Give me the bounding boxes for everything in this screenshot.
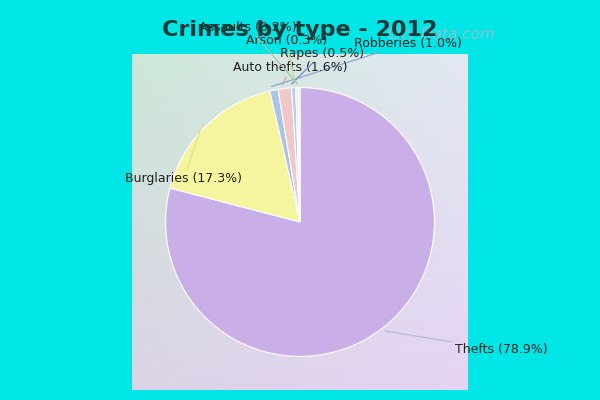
Text: Assaults (0.2%): Assaults (0.2%) — [199, 21, 298, 84]
Text: Rapes (0.5%): Rapes (0.5%) — [280, 48, 364, 84]
Text: Auto thefts (1.6%): Auto thefts (1.6%) — [233, 61, 347, 85]
Wedge shape — [296, 88, 300, 222]
Wedge shape — [170, 91, 300, 222]
Text: City-Data.com: City-Data.com — [386, 27, 495, 42]
Text: Burglaries (17.3%): Burglaries (17.3%) — [125, 124, 242, 186]
Wedge shape — [270, 89, 300, 222]
Text: Arson (0.3%): Arson (0.3%) — [246, 34, 328, 84]
Text: Robberies (1.0%): Robberies (1.0%) — [272, 37, 461, 86]
Text: Crimes by type - 2012: Crimes by type - 2012 — [163, 20, 437, 40]
Text: Thefts (78.9%): Thefts (78.9%) — [385, 331, 547, 356]
Wedge shape — [298, 88, 300, 222]
Wedge shape — [292, 88, 300, 222]
Wedge shape — [278, 88, 300, 222]
Wedge shape — [166, 88, 434, 356]
